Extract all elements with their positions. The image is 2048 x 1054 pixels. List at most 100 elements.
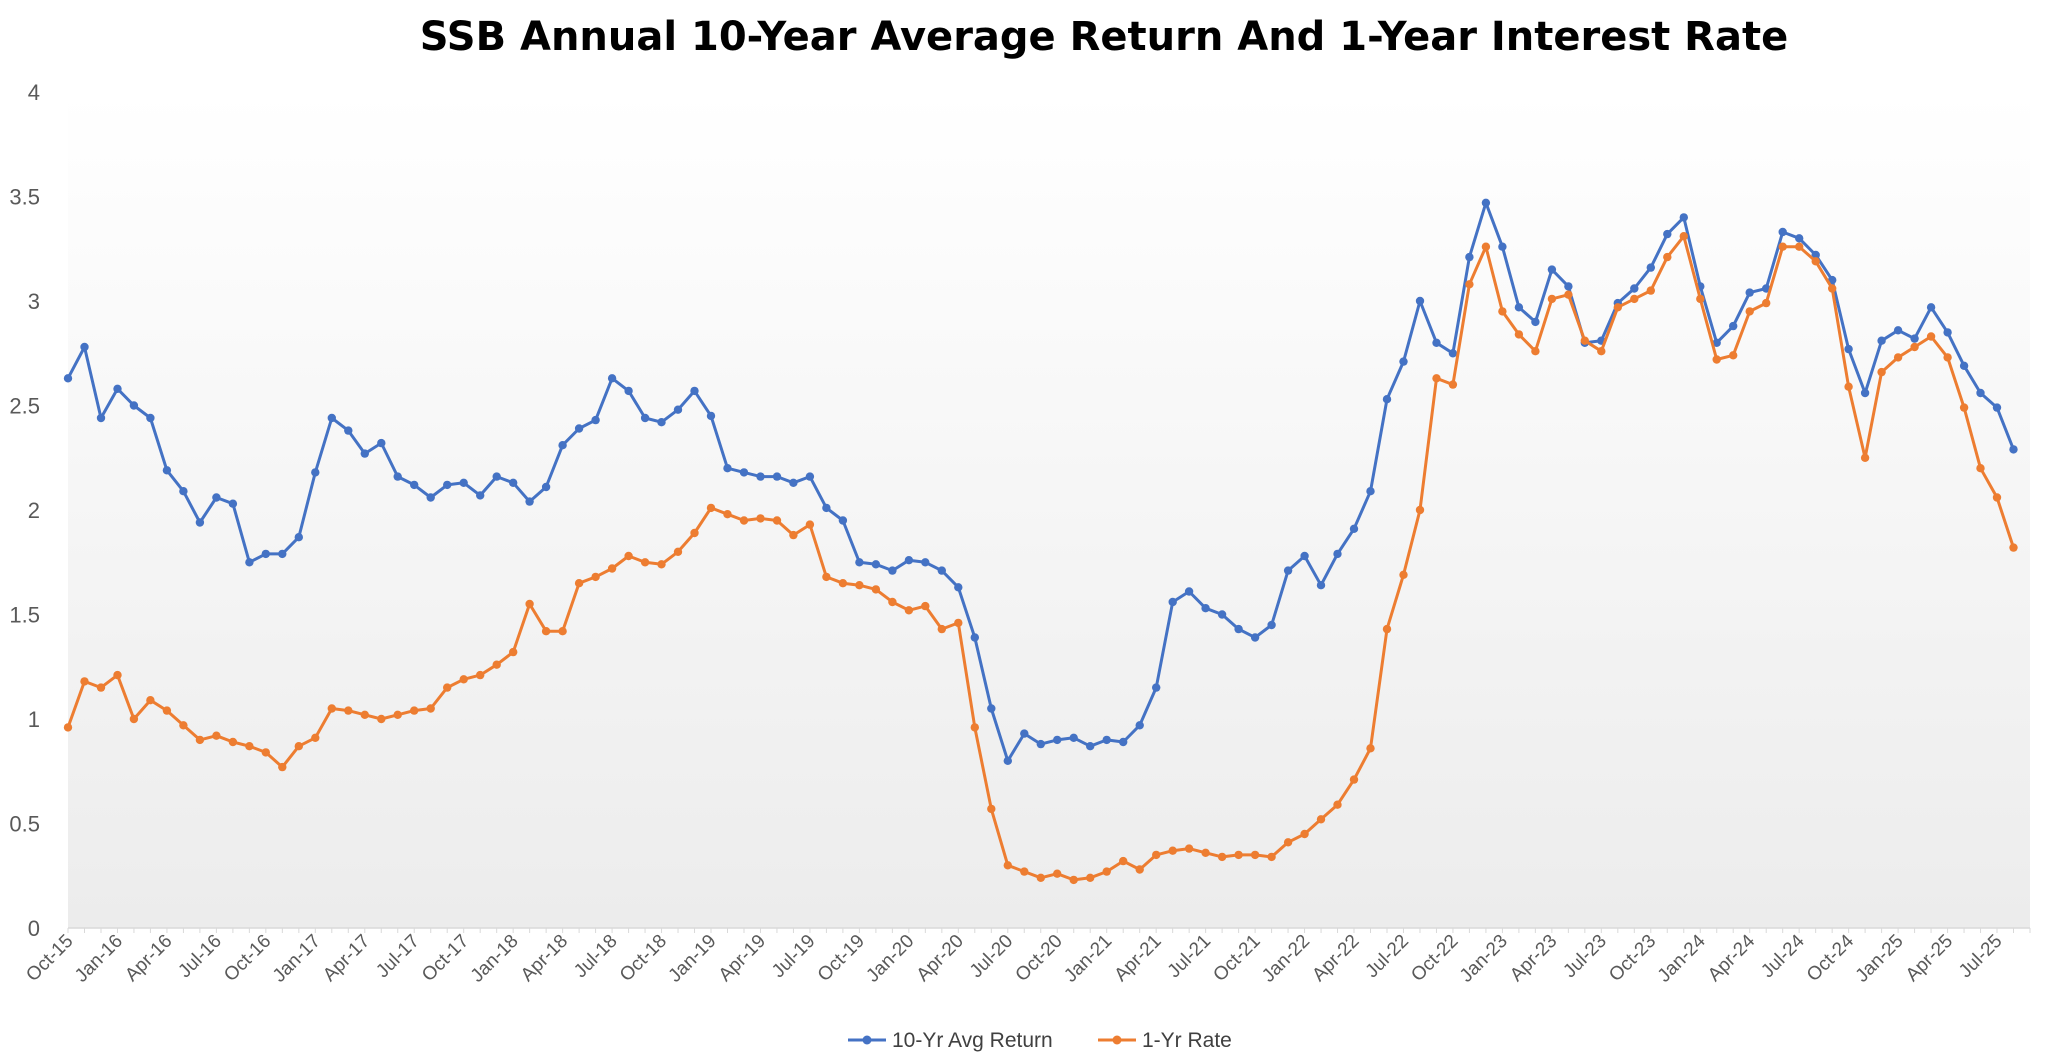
data-point — [723, 510, 732, 519]
data-point — [789, 478, 798, 487]
data-point — [954, 583, 963, 592]
data-point — [1300, 551, 1309, 561]
data-point — [261, 549, 270, 559]
data-point — [1036, 739, 1046, 749]
data-point — [476, 491, 485, 500]
data-point — [1102, 735, 1111, 745]
data-point — [327, 704, 336, 713]
data-point — [410, 480, 419, 490]
data-point — [377, 714, 386, 724]
data-point — [1877, 336, 1886, 345]
data-point — [987, 804, 996, 814]
data-point — [1860, 388, 1870, 398]
data-point — [245, 558, 254, 567]
y-tick-label: 0.5 — [9, 812, 40, 837]
data-point — [1910, 342, 1919, 352]
data-point — [558, 441, 567, 450]
x-tick-label: Jul-25 — [1955, 931, 2006, 982]
data-point — [294, 742, 303, 751]
x-tick-label: Oct-17 — [418, 931, 473, 986]
x-tick-label: Apr-21 — [1111, 931, 1166, 986]
data-point — [63, 374, 73, 383]
x-tick-label: Jul-24 — [1757, 930, 1809, 982]
x-tick-label: Oct-23 — [1605, 931, 1660, 986]
data-point — [228, 499, 238, 508]
x-tick-label: Apr-18 — [517, 931, 572, 986]
data-point — [1646, 263, 1656, 272]
data-point — [1119, 856, 1128, 866]
x-tick-label: Apr-16 — [121, 931, 176, 986]
legend-item: 1-Yr Rate — [1098, 1029, 1232, 1052]
data-point — [673, 405, 683, 414]
data-point — [1712, 355, 1721, 364]
data-point — [822, 572, 831, 582]
data-point — [377, 438, 386, 448]
data-point — [195, 735, 205, 745]
data-point — [63, 723, 73, 732]
data-point — [1300, 829, 1309, 839]
y-tick-label: 1.5 — [9, 603, 40, 628]
data-point — [1020, 729, 1029, 738]
x-tick-label: Apr-22 — [1308, 931, 1363, 986]
data-point — [1514, 330, 1524, 339]
data-point — [690, 528, 699, 538]
x-tick-label: Apr-20 — [913, 931, 968, 986]
data-point — [541, 482, 551, 492]
data-point — [1119, 737, 1128, 747]
data-point — [1432, 338, 1441, 347]
data-point — [1959, 403, 1969, 412]
series-layer — [63, 198, 2018, 885]
data-point — [228, 737, 238, 747]
x-tick-label: Apr-25 — [1902, 931, 1957, 986]
data-point — [1250, 850, 1260, 860]
x-tick-label: Oct-20 — [1012, 931, 1067, 986]
data-point — [970, 723, 979, 732]
data-point — [525, 599, 534, 609]
data-point — [1184, 587, 1194, 596]
data-point — [541, 627, 551, 636]
data-point — [1234, 850, 1243, 860]
data-point — [459, 675, 468, 684]
x-tick-label: Jan-21 — [1060, 931, 1116, 987]
data-point — [311, 733, 320, 742]
data-point — [1762, 298, 1771, 308]
data-point — [1234, 624, 1243, 634]
data-point — [888, 597, 897, 607]
y-tick-label: 4 — [28, 80, 40, 105]
data-point — [1547, 265, 1557, 274]
x-tick-label: Jul-17 — [372, 931, 423, 982]
data-point — [344, 426, 353, 435]
data-point — [624, 386, 633, 396]
data-point — [509, 647, 518, 657]
data-point — [1349, 524, 1359, 533]
data-point — [805, 472, 815, 481]
data-point — [525, 497, 534, 506]
data-point — [426, 493, 435, 502]
data-point — [1135, 865, 1144, 874]
data-point — [278, 762, 287, 772]
data-point — [245, 742, 254, 751]
data-point — [1382, 624, 1392, 634]
data-point — [1498, 242, 1507, 251]
data-point — [640, 413, 650, 423]
data-point — [311, 468, 320, 477]
data-point — [1778, 227, 1787, 237]
data-point — [558, 627, 567, 636]
data-point — [888, 566, 897, 575]
data-point — [657, 560, 666, 569]
x-tick-label: Apr-17 — [319, 931, 374, 986]
data-point — [970, 633, 979, 642]
data-point — [756, 472, 765, 481]
data-point — [987, 704, 996, 713]
data-point — [1036, 873, 1046, 882]
data-point — [443, 480, 452, 490]
data-point — [855, 558, 864, 567]
data-point — [706, 411, 716, 421]
data-point — [1399, 357, 1408, 366]
data-point — [1943, 328, 1952, 337]
data-point — [1053, 735, 1062, 745]
data-point — [113, 384, 122, 393]
data-point — [1349, 775, 1359, 784]
data-point — [904, 556, 914, 565]
data-point — [1003, 756, 1012, 765]
